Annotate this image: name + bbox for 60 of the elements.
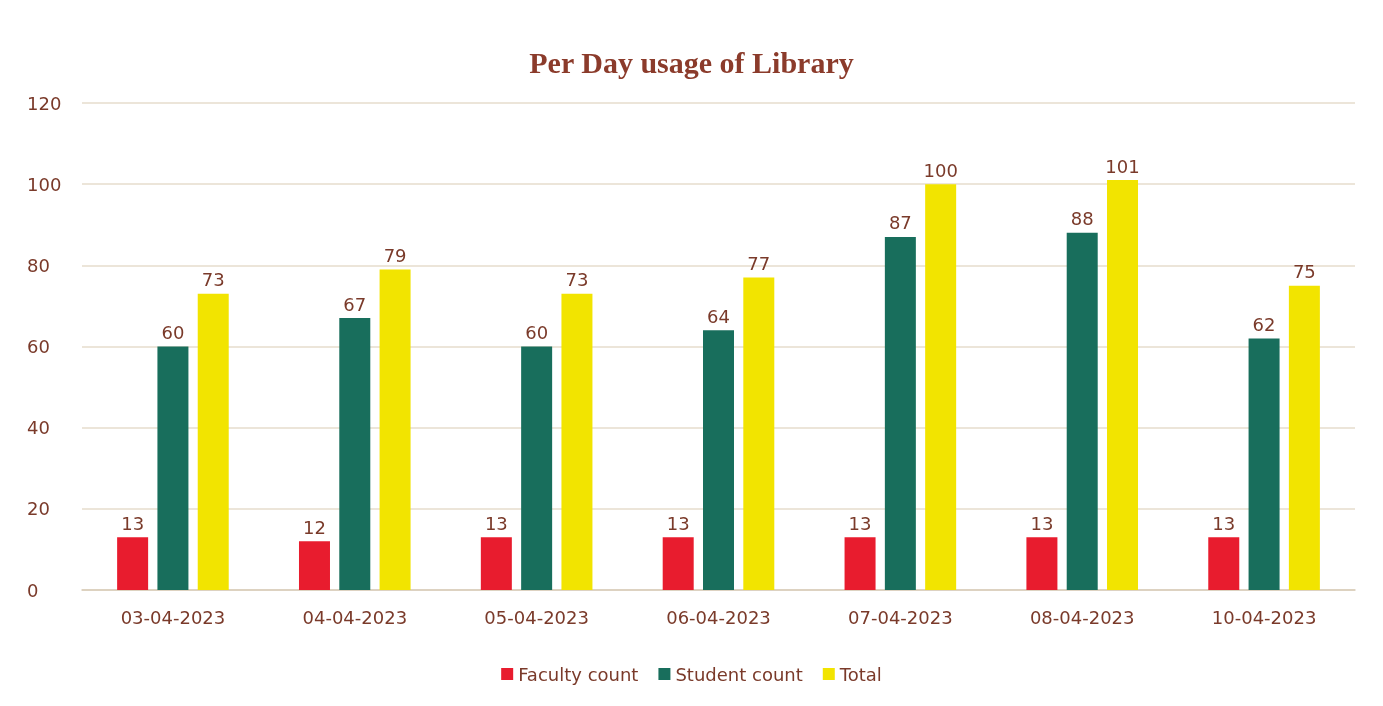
bar (561, 293, 593, 590)
y-tick-label: 20 (27, 498, 50, 520)
data-label: 73 (201, 269, 225, 291)
y-tick-label: 0 (27, 579, 39, 601)
bar (1248, 338, 1280, 590)
legend-label: Total (838, 663, 882, 685)
bar (703, 330, 734, 590)
bar (379, 269, 411, 590)
bar (925, 184, 957, 590)
x-tick-label: 10-04-2023 (1211, 606, 1317, 628)
bar (1288, 285, 1320, 590)
bar (662, 537, 694, 590)
bar (480, 537, 512, 590)
data-label: 75 (1292, 261, 1316, 283)
data-label: 62 (1252, 313, 1276, 335)
data-label: 73 (565, 269, 589, 291)
bar (521, 346, 553, 590)
legend-label: Student count (675, 663, 803, 685)
x-tick-label: 05-04-2023 (484, 606, 589, 628)
data-label: 87 (888, 212, 912, 234)
bar (1107, 180, 1139, 590)
bar (1026, 537, 1058, 590)
data-label: 79 (383, 244, 407, 266)
data-label: 101 (1105, 155, 1140, 177)
legend-label: Faculty count (518, 663, 639, 685)
x-tick-label: 06-04-2023 (666, 606, 771, 628)
data-label: 13 (1030, 512, 1054, 534)
data-label: 88 (1070, 208, 1094, 230)
y-tick-label: 100 (27, 173, 62, 195)
data-label: 13 (484, 512, 508, 534)
bar (117, 537, 149, 590)
data-label: 77 (747, 253, 771, 275)
x-tick-label: 07-04-2023 (848, 606, 953, 628)
data-label: 13 (666, 512, 690, 534)
x-tick-label: 03-04-2023 (120, 606, 226, 628)
y-tick-label: 80 (27, 254, 50, 276)
y-tick-label: 60 (27, 336, 50, 357)
bar (1208, 537, 1240, 590)
bar (743, 277, 775, 590)
x-tick-label: 08-04-2023 (1029, 606, 1135, 628)
bar (298, 541, 330, 590)
bar (1066, 232, 1098, 590)
bar (339, 318, 371, 590)
y-tick-label: 120 (27, 92, 62, 114)
data-label: 60 (525, 322, 549, 343)
bar (157, 346, 189, 590)
data-label: 64 (707, 305, 730, 327)
bar (844, 537, 876, 590)
data-label: 100 (923, 159, 958, 181)
chart-title: Per Day usage of Library (529, 45, 854, 79)
data-label: 67 (343, 293, 367, 315)
bar (884, 236, 916, 590)
data-label: 13 (848, 512, 872, 534)
y-tick-label: 40 (27, 417, 50, 439)
bar (197, 293, 229, 590)
x-tick-label: 04-04-2023 (302, 606, 408, 628)
data-label: 60 (161, 322, 185, 343)
data-label: 13 (1212, 512, 1236, 534)
data-label: 13 (121, 512, 145, 534)
data-label: 12 (303, 516, 326, 538)
